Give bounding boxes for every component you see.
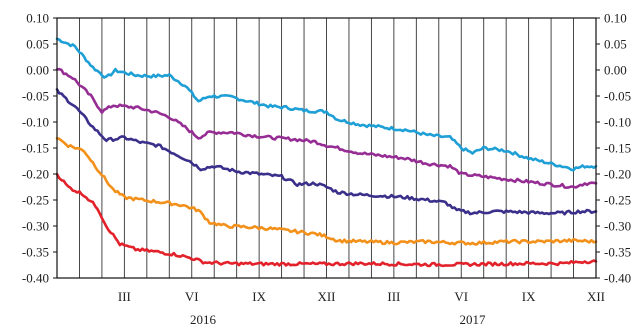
y-tick-label-left: -0.10 (22, 115, 49, 130)
series-line-5 (55, 172, 598, 268)
y-tick-label-right: -0.05 (604, 89, 631, 104)
x-month-label: III (387, 289, 400, 304)
y-tick-label-right: -0.25 (604, 193, 631, 208)
y-tick-label-left: -0.35 (22, 245, 49, 260)
y-tick-label-left: -0.30 (22, 219, 49, 234)
y-tick-label-right: -0.35 (604, 245, 631, 260)
y-tick-label-left: 0.05 (26, 37, 49, 52)
y-tick-label-left: -0.05 (22, 89, 49, 104)
x-month-label: III (118, 289, 131, 304)
x-year-label: 2016 (190, 312, 217, 327)
series-lines (55, 37, 598, 268)
series-line-3 (55, 88, 598, 216)
x-month-label: IX (522, 289, 536, 304)
y-tick-label-right: 0.05 (604, 37, 627, 52)
x-year-label: 2017 (459, 312, 486, 327)
y-tick-label-right: -0.30 (604, 219, 631, 234)
y-tick-label-left: 0.00 (26, 63, 49, 78)
series-line-4 (55, 137, 598, 246)
series-line-1 (55, 37, 598, 172)
y-tick-label-left: -0.25 (22, 193, 49, 208)
x-month-label: XII (317, 289, 335, 304)
y-tick-label-left: -0.20 (22, 167, 49, 182)
series-line-2 (55, 67, 598, 189)
x-month-label: XII (587, 289, 605, 304)
y-tick-label-left: 0.10 (26, 11, 49, 26)
y-tick-label-left: -0.40 (22, 271, 49, 286)
y-tick-label-right: -0.15 (604, 141, 631, 156)
y-axis-ticks: 0.10 0.10 0.05 0.05 0.00 0.00 -0.05 -0.05 -0.10 -… (22, 11, 631, 286)
x-month-label: IX (252, 289, 266, 304)
y-tick-label-right: 0.00 (604, 63, 627, 78)
x-month-label: VI (185, 289, 199, 304)
y-tick-label-right: 0.10 (604, 11, 627, 26)
x-axis-labels: III VI IX XII III VI IX XII 2016 2017 (118, 289, 605, 327)
y-tick-label-right: -0.40 (604, 271, 631, 286)
y-tick-label-right: -0.10 (604, 115, 631, 130)
y-tick-label-left: -0.15 (22, 141, 49, 156)
y-tick-label-right: -0.20 (604, 167, 631, 182)
x-month-label: VI (454, 289, 468, 304)
